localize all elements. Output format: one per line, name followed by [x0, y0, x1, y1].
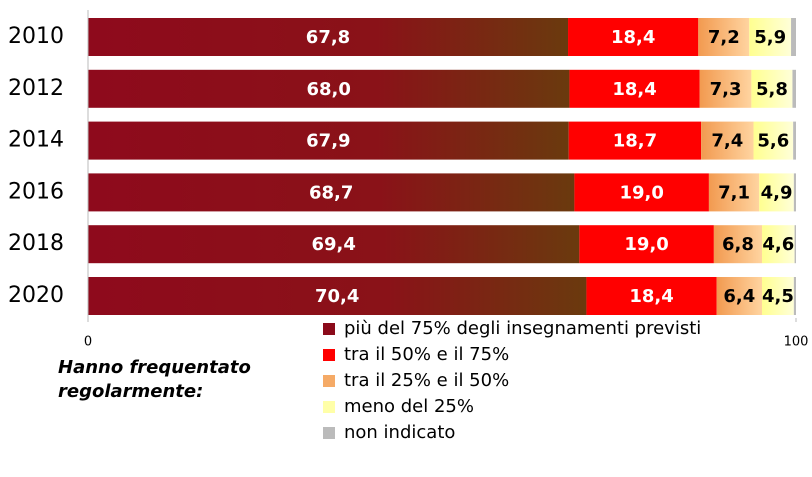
- legend-label: tra il 25% e il 50%: [344, 370, 509, 391]
- data-label: 68,7: [309, 182, 353, 203]
- y-tick-label: 2020: [8, 283, 64, 308]
- bar-segment: [568, 18, 699, 56]
- legend-label: tra il 50% e il 75%: [344, 344, 509, 365]
- data-label: 6,4: [723, 286, 755, 307]
- bar-segment: [574, 173, 709, 212]
- data-label: 70,4: [315, 286, 359, 307]
- bar-segment: [753, 121, 794, 160]
- data-label: 7,3: [710, 79, 742, 100]
- data-label: 7,4: [711, 131, 743, 152]
- legend-label: meno del 25%: [344, 396, 474, 417]
- data-label: 67,9: [306, 131, 350, 152]
- bar-segment: [794, 225, 796, 264]
- legend-swatch: [323, 375, 335, 387]
- bar-segment: [792, 69, 796, 108]
- legend-swatch: [323, 427, 335, 439]
- data-label: 18,7: [613, 131, 657, 152]
- bar-segment: [586, 277, 717, 315]
- legend-swatch: [323, 323, 335, 335]
- data-label: 69,4: [311, 234, 355, 255]
- bar-segment: [88, 121, 569, 160]
- bar-segment: [762, 225, 795, 264]
- data-label: 6,8: [722, 234, 754, 255]
- legend-label: non indicato: [344, 422, 455, 443]
- data-label: 18,4: [629, 286, 673, 307]
- data-label: 5,8: [756, 79, 788, 100]
- legend-label: più del 75% degli insegnamenti previsti: [344, 318, 701, 339]
- legend-title: Hanno frequentato regolarmente:: [58, 357, 251, 402]
- data-label: 19,0: [624, 234, 668, 255]
- bar-segment: [791, 18, 796, 56]
- bar-segment: [793, 121, 796, 160]
- y-tick-label: 2010: [8, 24, 64, 49]
- bar-segment: [793, 277, 796, 315]
- x-tick-label: 0: [84, 335, 92, 350]
- x-tick-label: 100: [784, 335, 809, 350]
- y-tick-label: 2018: [8, 231, 64, 256]
- bar-segment: [568, 121, 702, 160]
- bar-segment: [88, 277, 587, 315]
- bar-segment: [713, 225, 763, 264]
- bar-segment: [793, 173, 796, 212]
- bar-segment: [579, 225, 714, 264]
- y-tick-label: 2012: [8, 76, 64, 101]
- legend-swatch: [323, 401, 335, 413]
- bar-segment: [708, 173, 760, 212]
- data-label: 7,2: [708, 27, 740, 48]
- bar-segment: [749, 18, 792, 56]
- bar-segment: [88, 18, 569, 56]
- bar-segment: [699, 69, 752, 108]
- bar-segment: [762, 277, 794, 315]
- data-label: 18,4: [611, 27, 655, 48]
- bar-segment: [716, 277, 763, 315]
- data-label: 7,1: [718, 182, 750, 203]
- y-tick-label: 2014: [8, 128, 64, 153]
- legend-swatch: [323, 349, 335, 361]
- bar-segment: [88, 69, 570, 108]
- data-label: 4,9: [761, 182, 793, 203]
- data-label: 18,4: [612, 79, 656, 100]
- data-label: 68,0: [307, 79, 351, 100]
- data-label: 5,6: [757, 131, 789, 152]
- data-label: 67,8: [306, 27, 350, 48]
- y-tick-label: 2016: [8, 179, 64, 204]
- bar-segment: [569, 69, 700, 108]
- data-label: 4,5: [762, 286, 794, 307]
- bar-segment: [698, 18, 750, 56]
- data-label: 4,6: [762, 234, 794, 255]
- bar-segment: [701, 121, 754, 160]
- bar-segment: [751, 69, 793, 108]
- bar-segment: [759, 173, 794, 212]
- bar-segment: [88, 225, 580, 264]
- data-label: 5,9: [754, 27, 786, 48]
- data-label: 19,0: [619, 182, 663, 203]
- bar-segment: [88, 173, 575, 212]
